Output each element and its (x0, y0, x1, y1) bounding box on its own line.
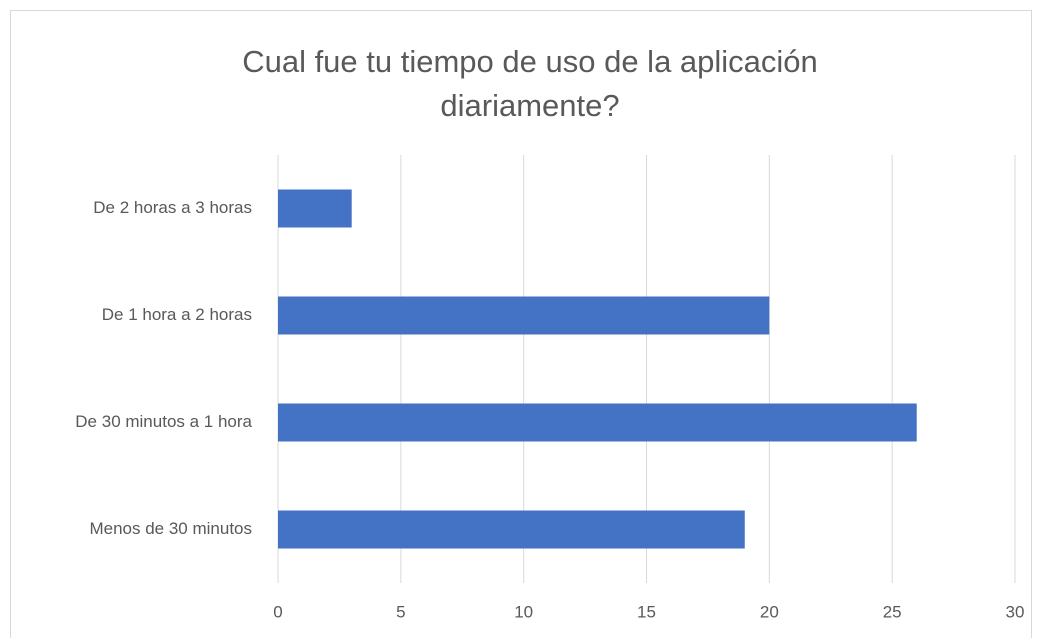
y-tick-label: De 1 hora a 2 horas (102, 305, 252, 324)
y-tick-label: Menos de 30 minutos (89, 519, 252, 538)
x-tick-label: 20 (760, 602, 779, 621)
bar (278, 510, 745, 549)
x-tick-label: 5 (396, 602, 405, 621)
x-tick-label: 15 (637, 602, 656, 621)
bar (278, 403, 917, 442)
x-tick-label: 30 (1006, 602, 1025, 621)
x-tick-label: 10 (514, 602, 533, 621)
y-tick-label: De 30 minutos a 1 hora (75, 412, 252, 431)
bar (278, 296, 770, 335)
x-tick-label: 0 (273, 602, 282, 621)
chart-frame (10, 10, 1032, 638)
x-tick-label: 25 (883, 602, 902, 621)
chart-title: Cual fue tu tiempo de uso de la aplicaci… (242, 44, 818, 123)
y-tick-label: De 2 horas a 3 horas (93, 198, 252, 217)
bar (278, 189, 352, 228)
